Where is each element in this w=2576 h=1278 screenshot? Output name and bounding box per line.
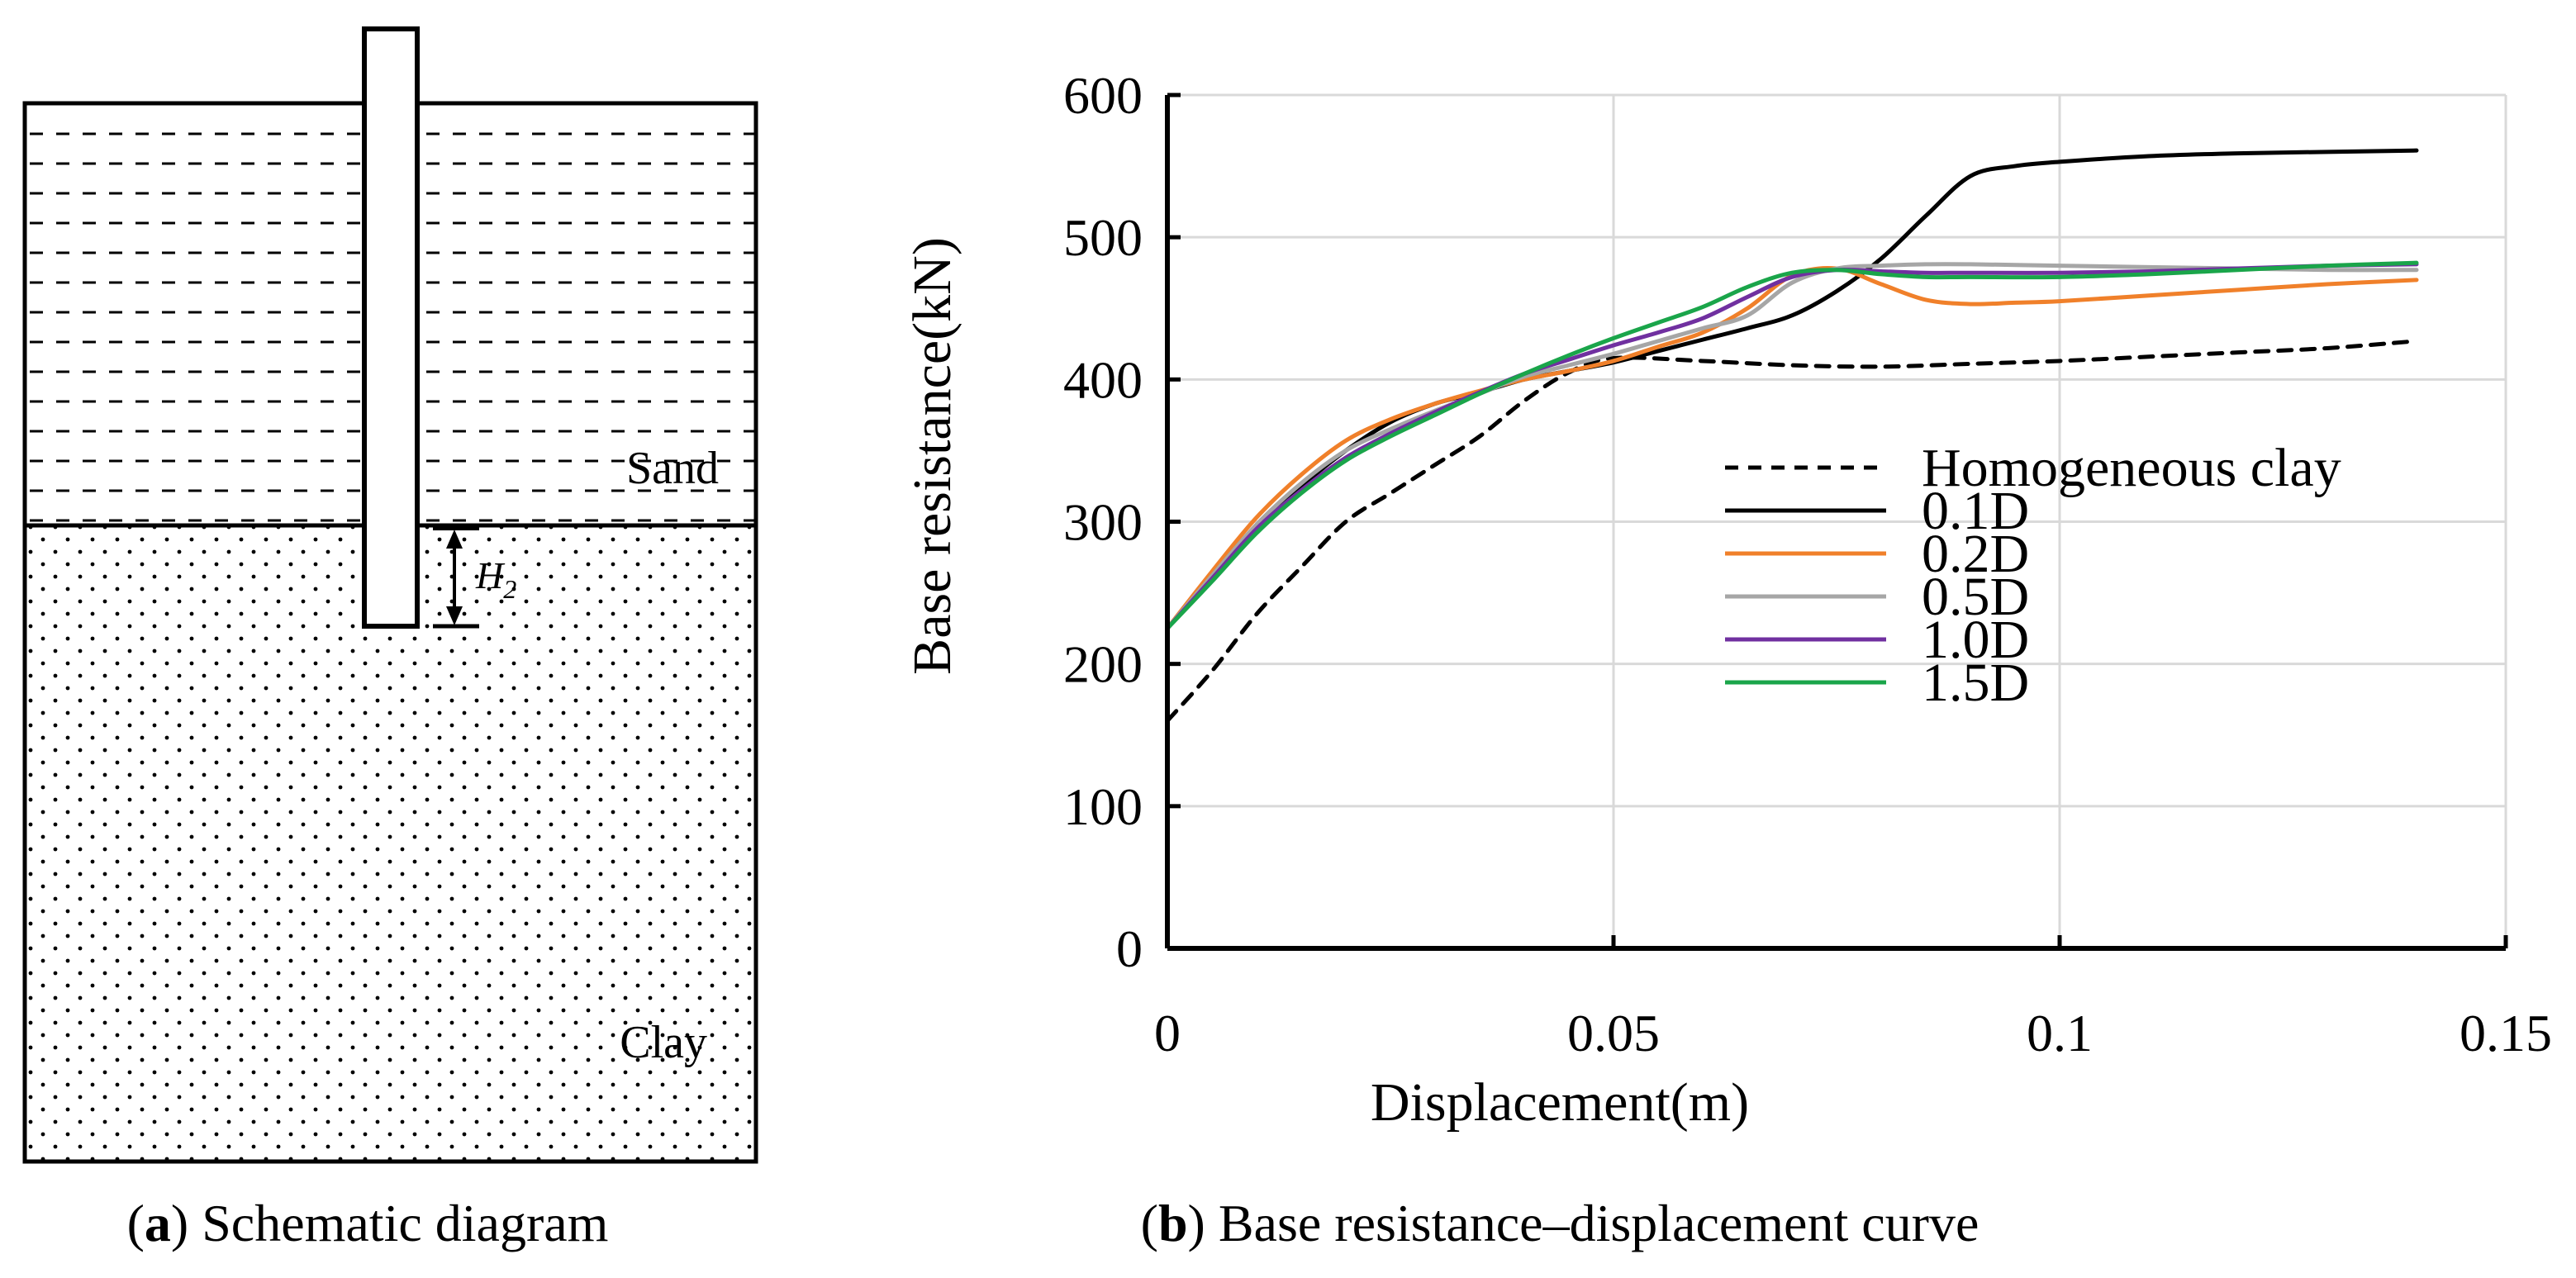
axes [1165,93,2508,951]
grid-lines [1167,93,2507,948]
panel-a-caption: (a) Schematic diagram [127,1194,609,1252]
panel-a-schematic: H2 Sand Clay (a) Schematic diagram [22,26,758,1252]
legend-label: 0.5D [1922,567,2029,627]
legend-label: Homogeneous clay [1922,438,2341,498]
legend-label: 1.0D [1922,610,2029,670]
series-line-0-5d [1165,262,2419,631]
x-tick-label: 0.05 [1567,1004,1660,1062]
sand-label: Sand [626,443,719,494]
x-tick-label: 0.15 [2460,1004,2552,1062]
y-tick-label: 600 [1063,66,1143,125]
x-axis-label: Displacement(m) [1371,1072,1749,1133]
tick-labels: 0 100 200 300 400 500 600 0 0.05 0.1 0.15 [1063,66,2552,1062]
clay-layer [25,525,756,1162]
series-line-1-0d [1165,262,2419,631]
y-tick-label: 300 [1063,493,1143,552]
x-tick-label: 0.1 [2027,1004,2093,1062]
legend-label: 0.1D [1922,481,2029,541]
data-series [1165,148,2419,724]
clay-label: Clay [620,1017,707,1068]
legend-label: 1.5D [1922,653,2029,713]
y-tick-label: 500 [1063,208,1143,267]
dimension-label: H2 [475,554,516,604]
panel-b-caption: (b) Base resistance–displacement curve [1141,1194,1980,1252]
series-line-0-1d [1165,148,2419,631]
x-tick-label: 0 [1154,1004,1181,1062]
dimension-arrow-down-icon [446,606,463,625]
pile [362,26,420,629]
y-axis-label: Base resistance(kN) [902,237,962,675]
dimension-arrow-up-icon [446,530,463,549]
y-tick-label: 400 [1063,350,1143,409]
legend-label: 0.2D [1922,524,2029,584]
panel-b-chart: 0 100 200 300 400 500 600 0 0.05 0.1 0.15 Displace… [902,66,2552,1252]
y-tick-label: 0 [1116,919,1143,978]
series-line-1-5d [1165,260,2419,631]
y-tick-label: 200 [1063,635,1143,694]
y-tick-label: 100 [1063,777,1143,836]
